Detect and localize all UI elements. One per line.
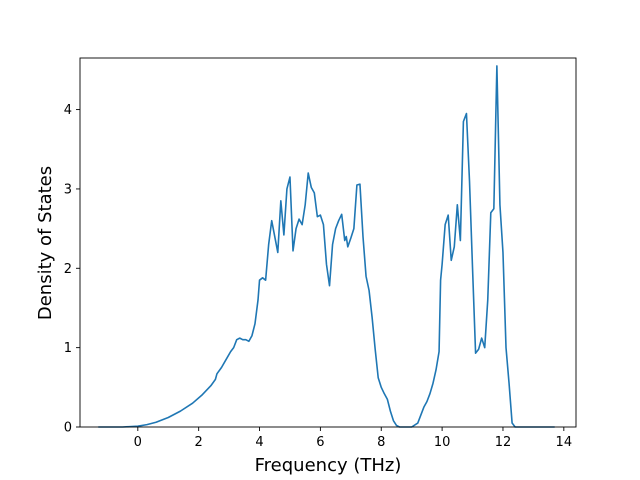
x-tick-label: 12 [495, 435, 512, 450]
dos-series-line-0 [98, 65, 555, 428]
y-axis-label: Density of States [35, 166, 56, 320]
x-tick-label: 6 [316, 435, 324, 450]
y-tick-label: 3 [64, 182, 72, 197]
y-tick-label: 4 [64, 103, 72, 118]
y-tick-label: 1 [64, 341, 72, 356]
x-tick-label: 14 [556, 435, 573, 450]
x-tick-label: 0 [134, 435, 142, 450]
x-axis-ticks: 0 2 4 6 8 10 12 14 [134, 427, 572, 450]
y-axis-ticks: 0 1 2 3 4 [64, 103, 80, 436]
x-axis-label: Frequency (THz) [255, 455, 402, 476]
x-tick-label: 2 [195, 435, 203, 450]
x-tick-label: 4 [255, 435, 263, 450]
x-tick-label: 8 [377, 435, 385, 450]
y-tick-label: 2 [64, 262, 72, 277]
plot-frame [79, 57, 577, 428]
y-tick-label: 0 [64, 421, 72, 436]
plot-area [79, 57, 577, 428]
x-tick-label: 10 [434, 435, 451, 450]
